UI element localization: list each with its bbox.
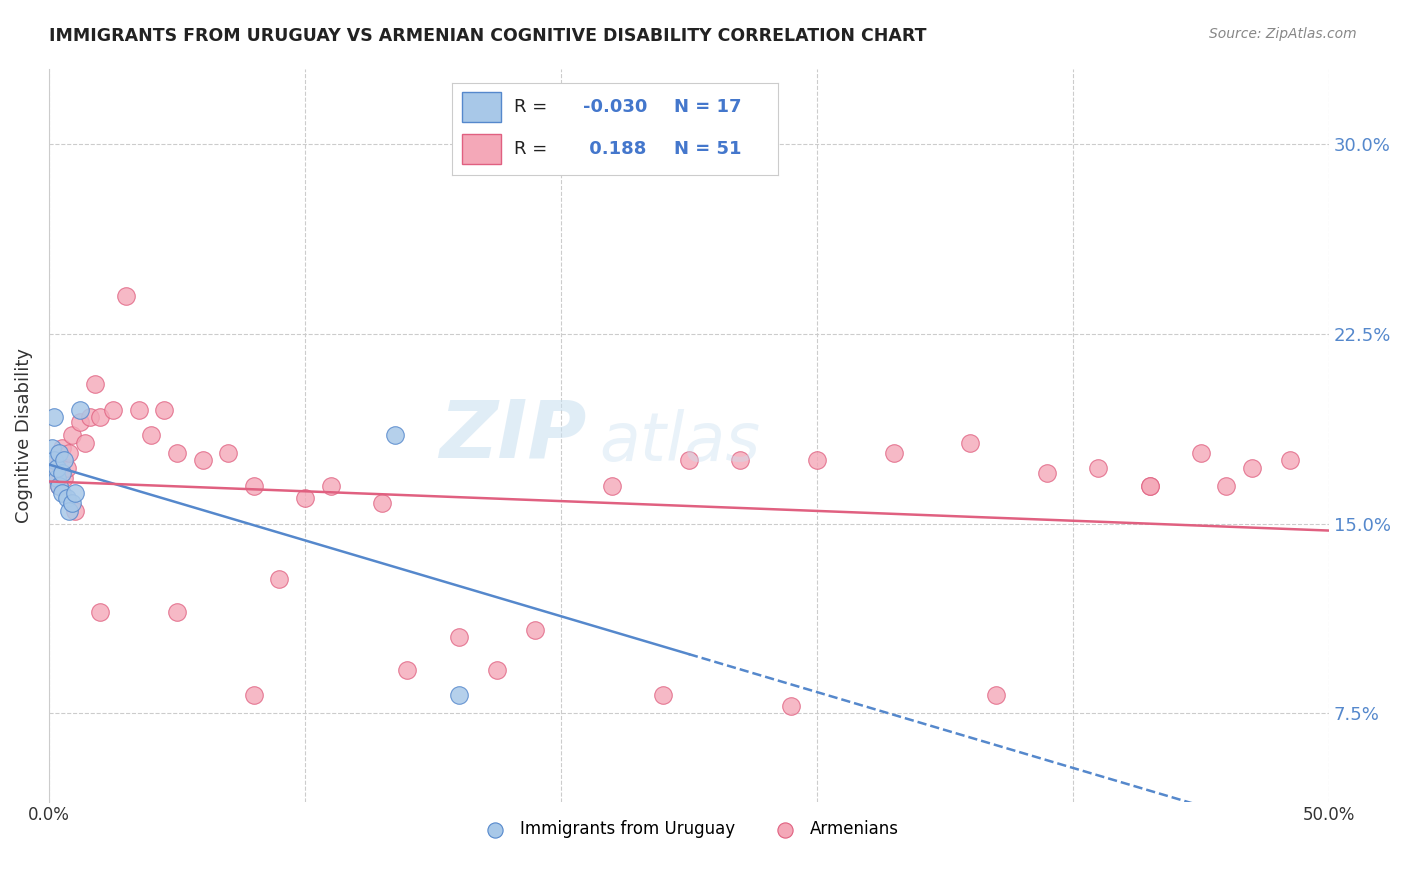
Point	[45, 461, 67, 475]
Point	[141, 428, 163, 442]
Point	[984, 689, 1007, 703]
Point	[128, 402, 150, 417]
Point	[1087, 461, 1109, 475]
Point	[191, 453, 214, 467]
Point	[780, 698, 803, 713]
Point	[56, 491, 79, 506]
Text: ZIP: ZIP	[439, 396, 586, 474]
Point	[69, 402, 91, 417]
Point	[51, 466, 73, 480]
Point	[1279, 453, 1302, 467]
Point	[959, 435, 981, 450]
Point	[79, 410, 101, 425]
Point	[1215, 478, 1237, 492]
Point	[166, 446, 188, 460]
Point	[1189, 446, 1212, 460]
Point	[45, 453, 67, 467]
Point	[600, 478, 623, 492]
Point	[42, 466, 65, 480]
Point	[48, 478, 70, 492]
Point	[51, 441, 73, 455]
Point	[447, 630, 470, 644]
Point	[217, 446, 239, 460]
Point	[384, 428, 406, 442]
Text: IMMIGRANTS FROM URUGUAY VS ARMENIAN COGNITIVE DISABILITY CORRELATION CHART: IMMIGRANTS FROM URUGUAY VS ARMENIAN COGN…	[49, 27, 927, 45]
Text: atlas: atlas	[599, 409, 761, 475]
Point	[51, 486, 73, 500]
Point	[56, 461, 79, 475]
Legend: Immigrants from Uruguay, Armenians: Immigrants from Uruguay, Armenians	[472, 814, 905, 845]
Point	[153, 402, 176, 417]
Point	[114, 289, 136, 303]
Point	[60, 496, 83, 510]
Point	[63, 486, 86, 500]
Point	[524, 623, 547, 637]
Point	[1036, 466, 1059, 480]
Point	[652, 689, 675, 703]
Point	[370, 496, 392, 510]
Point	[101, 402, 124, 417]
Point	[447, 689, 470, 703]
Point	[73, 435, 96, 450]
Point	[166, 605, 188, 619]
Point	[1240, 461, 1263, 475]
Point	[63, 504, 86, 518]
Point	[84, 377, 107, 392]
Point	[53, 453, 76, 467]
Point	[42, 453, 65, 467]
Point	[485, 663, 508, 677]
Point	[48, 446, 70, 460]
Point	[396, 663, 419, 677]
Point	[41, 441, 63, 455]
Point	[89, 605, 111, 619]
Text: Source: ZipAtlas.com: Source: ZipAtlas.com	[1209, 27, 1357, 41]
Y-axis label: Cognitive Disability: Cognitive Disability	[15, 348, 32, 523]
Point	[242, 478, 264, 492]
Point	[45, 471, 67, 485]
Point	[89, 410, 111, 425]
Point	[1139, 478, 1161, 492]
Point	[319, 478, 342, 492]
Point	[728, 453, 751, 467]
Point	[69, 416, 91, 430]
Point	[58, 504, 80, 518]
Point	[806, 453, 828, 467]
Point	[269, 572, 291, 586]
Point	[60, 428, 83, 442]
Point	[58, 446, 80, 460]
Point	[242, 689, 264, 703]
Point	[53, 471, 76, 485]
Point	[42, 410, 65, 425]
Point	[883, 446, 905, 460]
Point	[1139, 478, 1161, 492]
Point	[48, 478, 70, 492]
Point	[294, 491, 316, 506]
Point	[678, 453, 700, 467]
